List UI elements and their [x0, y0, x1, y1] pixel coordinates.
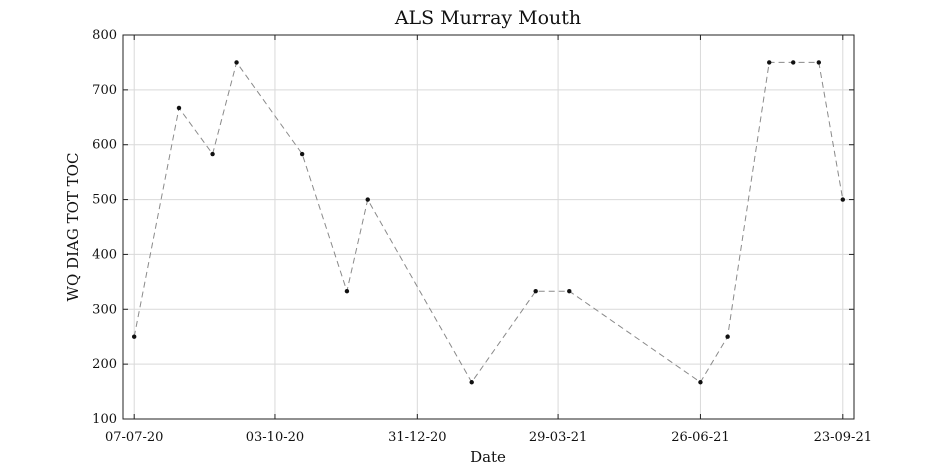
chart-title: ALS Murray Mouth: [394, 7, 581, 29]
series-layer: [131, 60, 846, 385]
data-point: [234, 60, 239, 65]
grid-layer: [123, 34, 854, 420]
data-point: [698, 380, 703, 385]
y-tick-label: 300: [92, 302, 117, 317]
data-point: [767, 60, 772, 65]
x-tick-label: 23-09-21: [814, 430, 872, 445]
data-point: [210, 151, 215, 157]
data-point: [791, 60, 796, 65]
data-point: [725, 334, 730, 339]
x-tick-label: 03-10-20: [246, 430, 304, 445]
y-tick-label: 200: [92, 357, 117, 372]
y-tick-label: 600: [92, 138, 117, 153]
data-point: [469, 380, 474, 385]
series-line: [133, 61, 844, 384]
x-tick-label: 29-03-21: [529, 430, 587, 445]
data-point: [816, 60, 822, 65]
y-tick-label: 100: [92, 412, 117, 427]
x-tick-label: 26-06-21: [671, 430, 729, 445]
data-point: [533, 288, 538, 294]
x-tick-label: 07-07-20: [105, 430, 163, 445]
data-point: [365, 197, 370, 202]
y-tick-label: 500: [92, 193, 117, 208]
y-tick-label: 800: [92, 28, 117, 43]
y-axis-label: WQ DIAG TOT TOC: [64, 153, 82, 302]
data-point: [299, 151, 305, 157]
y-tick-label: 700: [92, 83, 117, 98]
data-point: [567, 288, 572, 294]
ticks-layer: 100 200 300 400 500 600 700 800 07-07-20 03-10-20…: [92, 28, 872, 445]
plot-frame: [122, 34, 855, 420]
x-tick-label: 31-12-20: [388, 430, 446, 445]
data-point: [131, 334, 137, 339]
data-point: [840, 197, 846, 202]
y-tick-label: 400: [92, 247, 117, 262]
x-axis-label: Date: [470, 448, 506, 466]
data-point: [176, 105, 182, 111]
data-point: [344, 288, 350, 294]
